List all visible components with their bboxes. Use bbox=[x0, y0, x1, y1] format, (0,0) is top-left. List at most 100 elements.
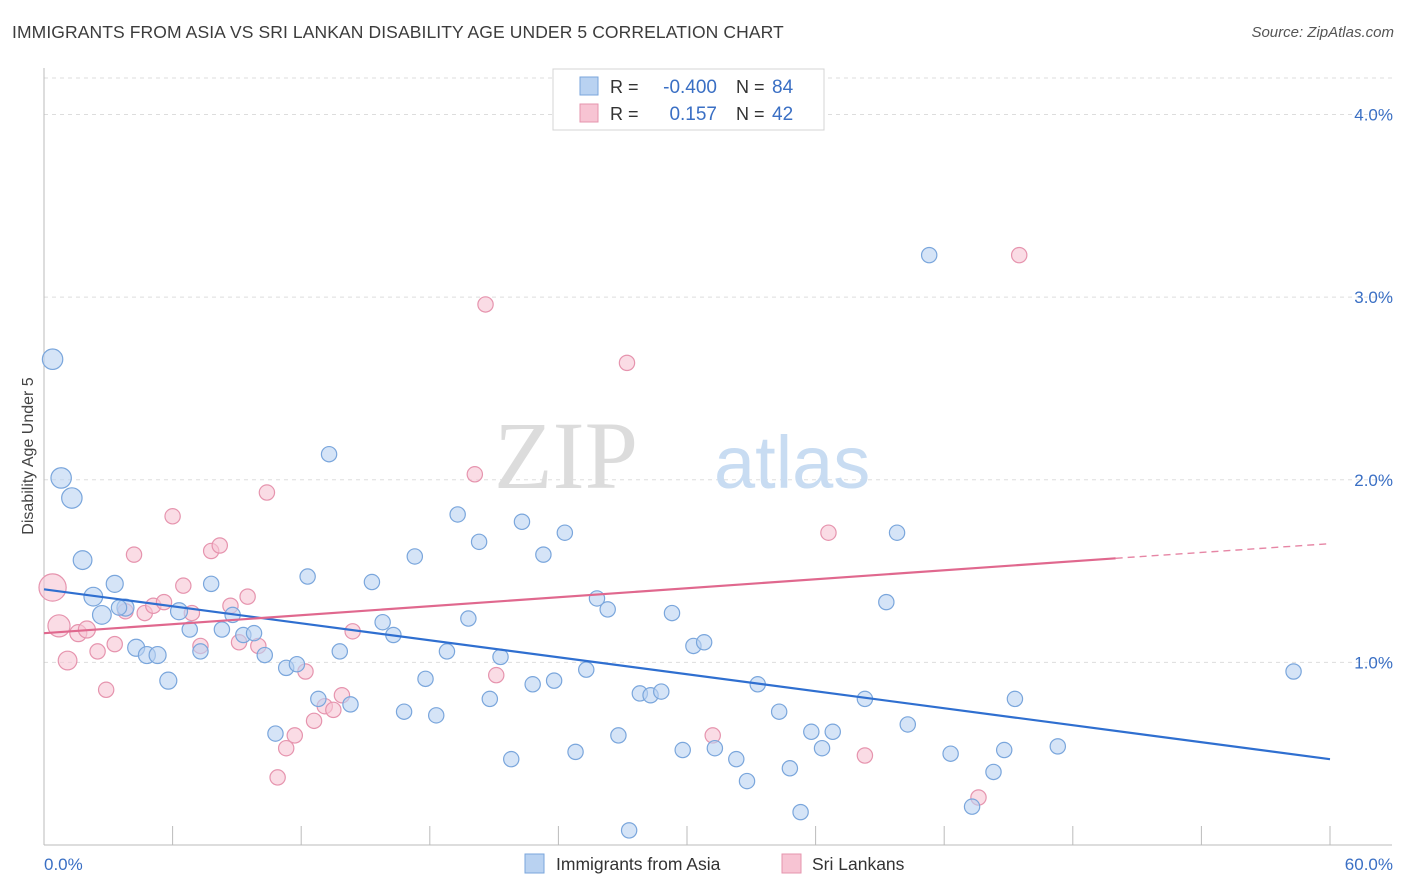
point-sri-lankans bbox=[125, 546, 143, 563]
point-immigrants-from-asia bbox=[245, 624, 263, 642]
point-immigrants-from-asia bbox=[288, 655, 306, 673]
point-immigrants-from-asia bbox=[417, 670, 434, 688]
point-immigrants-from-asia bbox=[599, 601, 616, 618]
point-immigrants-from-asia bbox=[50, 467, 72, 489]
x-tick-label-max: 60.0% bbox=[1345, 855, 1393, 874]
point-immigrants-from-asia bbox=[310, 690, 327, 708]
point-sri-lankans bbox=[325, 701, 342, 719]
point-immigrants-from-asia bbox=[72, 550, 93, 571]
point-immigrants-from-asia bbox=[91, 604, 112, 625]
point-immigrants-from-asia bbox=[920, 246, 938, 264]
point-immigrants-from-asia bbox=[470, 533, 488, 551]
point-sri-lankans bbox=[269, 769, 286, 786]
y-tick-label: 2.0% bbox=[1354, 471, 1393, 490]
point-sri-lankans bbox=[38, 573, 67, 602]
point-immigrants-from-asia bbox=[674, 741, 691, 759]
point-immigrants-from-asia bbox=[202, 575, 220, 593]
point-immigrants-from-asia bbox=[706, 739, 724, 757]
point-immigrants-from-asia bbox=[738, 772, 756, 790]
point-immigrants-from-asia bbox=[159, 671, 178, 690]
point-immigrants-from-asia bbox=[1049, 738, 1067, 755]
point-immigrants-from-asia bbox=[342, 696, 359, 713]
point-immigrants-from-asia bbox=[792, 803, 809, 821]
point-immigrants-from-asia bbox=[406, 548, 424, 565]
trend-line-srilankan bbox=[43, 557, 1116, 635]
y-axis-label: Disability Age Under 5 bbox=[20, 377, 37, 535]
point-immigrants-from-asia bbox=[985, 763, 1002, 781]
point-immigrants-from-asia bbox=[888, 524, 906, 541]
legend-n-label-asia: N = bbox=[736, 77, 765, 97]
point-immigrants-from-asia bbox=[824, 723, 841, 741]
point-immigrants-from-asia bbox=[460, 610, 477, 627]
point-sri-lankans bbox=[277, 739, 295, 757]
point-immigrants-from-asia bbox=[192, 643, 209, 660]
point-sri-lankans bbox=[89, 643, 106, 660]
legend-swatch-srilankan bbox=[579, 103, 599, 123]
stats-legend: R = -0.400 N = 84 R = 0.157 N = 42 bbox=[552, 68, 825, 131]
point-immigrants-from-asia bbox=[513, 513, 531, 531]
point-immigrants-from-asia bbox=[481, 690, 499, 708]
point-sri-lankans bbox=[155, 593, 173, 611]
point-immigrants-from-asia bbox=[331, 643, 349, 660]
point-sri-lankans bbox=[286, 727, 304, 744]
watermark-atlas: atlas bbox=[714, 421, 870, 504]
point-sri-lankans bbox=[618, 354, 636, 372]
point-immigrants-from-asia bbox=[963, 798, 981, 815]
legend-n-label-srilankan: N = bbox=[736, 104, 765, 124]
x-tick-label-min: 0.0% bbox=[44, 855, 83, 874]
point-immigrants-from-asia bbox=[567, 743, 584, 761]
chart-source: Source: ZipAtlas.com bbox=[1251, 24, 1394, 41]
point-immigrants-from-asia bbox=[492, 648, 509, 666]
watermark-zip: ZIP bbox=[494, 402, 638, 509]
point-immigrants-from-asia bbox=[213, 621, 231, 638]
point-sri-lankans bbox=[305, 712, 323, 730]
point-sri-lankans bbox=[97, 681, 115, 699]
point-immigrants-from-asia bbox=[813, 739, 831, 757]
point-immigrants-from-asia bbox=[556, 524, 574, 541]
trend-lines bbox=[43, 542, 1331, 761]
point-immigrants-from-asia bbox=[535, 546, 552, 563]
gridlines: 1.0% 2.0% 3.0% 4.0% bbox=[44, 77, 1393, 672]
trend-line-srilankan-extension bbox=[1115, 542, 1331, 559]
legend-r-value-asia: -0.400 bbox=[663, 77, 717, 98]
point-sri-lankans bbox=[57, 650, 78, 671]
point-immigrants-from-asia bbox=[363, 573, 381, 591]
point-sri-lankans bbox=[466, 466, 484, 483]
point-immigrants-from-asia bbox=[878, 593, 895, 611]
legend-r-value-srilankan: 0.157 bbox=[669, 104, 717, 125]
series-legend-swatch-srilankan bbox=[781, 853, 802, 874]
point-immigrants-from-asia bbox=[1285, 663, 1302, 680]
point-immigrants-from-asia bbox=[899, 716, 917, 733]
point-immigrants-from-asia bbox=[181, 621, 198, 638]
series-legend-label-srilankan: Sri Lankans bbox=[812, 854, 905, 874]
point-sri-lankans bbox=[106, 635, 123, 653]
legend-r-label-srilankan: R = bbox=[610, 104, 639, 124]
point-immigrants-from-asia bbox=[438, 643, 456, 660]
point-immigrants-from-asia bbox=[1006, 690, 1024, 708]
series-legend: Immigrants from Asia Sri Lankans bbox=[524, 853, 905, 874]
point-immigrants-from-asia bbox=[502, 750, 520, 768]
chart-title: IMMIGRANTS FROM ASIA VS SRI LANKAN DISAB… bbox=[12, 22, 784, 42]
point-immigrants-from-asia bbox=[105, 574, 124, 593]
point-immigrants-from-asia bbox=[320, 445, 338, 463]
point-sri-lankans bbox=[820, 524, 837, 541]
point-immigrants-from-asia bbox=[256, 646, 274, 664]
point-immigrants-from-asia bbox=[728, 750, 745, 768]
legend-n-value-srilankan: 42 bbox=[772, 104, 793, 125]
point-immigrants-from-asia bbox=[610, 727, 627, 744]
point-immigrants-from-asia bbox=[545, 672, 563, 689]
point-sri-lankans bbox=[164, 508, 181, 525]
point-immigrants-from-asia bbox=[449, 506, 466, 523]
point-sri-lankans bbox=[258, 484, 276, 501]
trend-line-asia bbox=[43, 588, 1331, 761]
legend-r-label-asia: R = bbox=[610, 77, 639, 97]
point-immigrants-from-asia bbox=[942, 745, 959, 762]
point-immigrants-from-asia bbox=[524, 676, 541, 693]
point-immigrants-from-asia bbox=[695, 634, 713, 651]
point-sri-lankans bbox=[856, 747, 874, 764]
point-immigrants-from-asia bbox=[663, 604, 681, 622]
axes bbox=[43, 68, 1392, 846]
y-tick-label: 1.0% bbox=[1354, 653, 1393, 672]
series-legend-swatch-asia bbox=[524, 853, 545, 874]
